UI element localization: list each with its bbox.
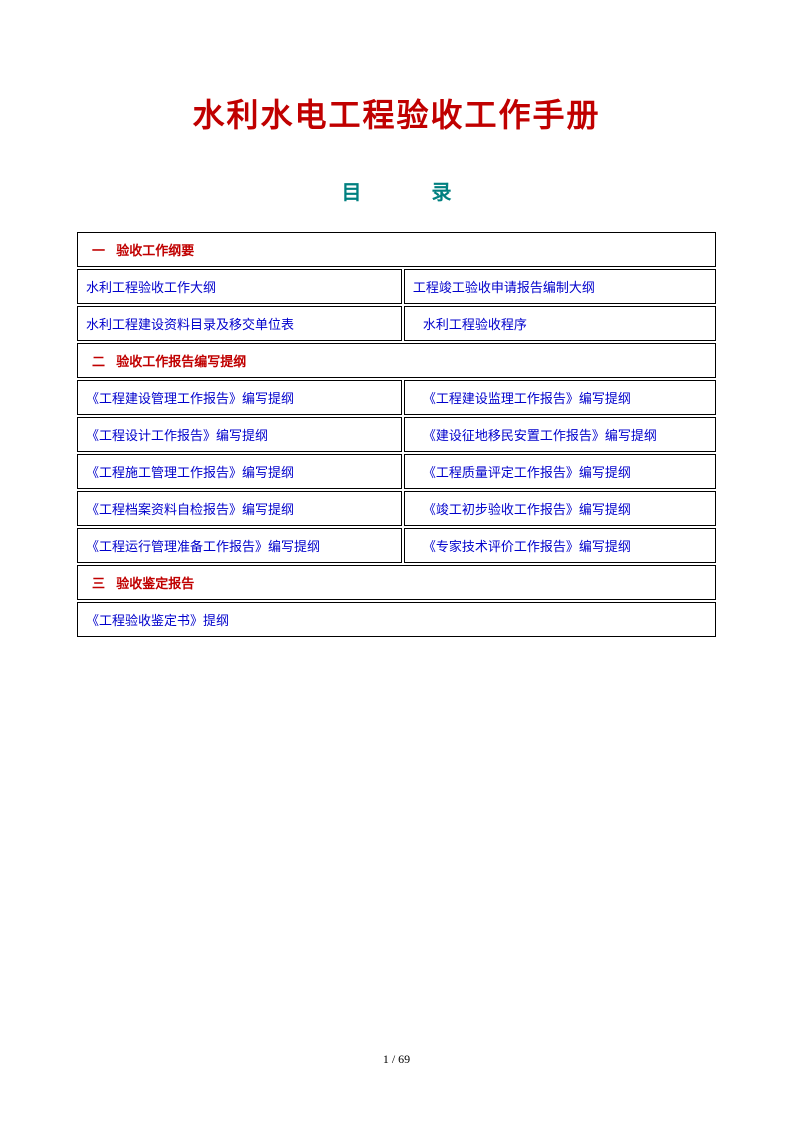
table-row: 《工程档案资料自检报告》编写提纲 《竣工初步验收工作报告》编写提纲 — [77, 491, 716, 526]
table-row: 水利工程建设资料目录及移交单位表 水利工程验收程序 — [77, 306, 716, 341]
section-2-header: 二 验收工作报告编写提纲 — [77, 343, 716, 378]
page-number: 1 / 69 — [0, 1052, 793, 1067]
section-1-num: 一 — [92, 240, 105, 259]
section-row: 三 验收鉴定报告 — [77, 565, 716, 600]
toc-link[interactable]: 《竣工初步验收工作报告》编写提纲 — [404, 491, 716, 526]
table-row: 《工程验收鉴定书》提纲 — [77, 602, 716, 637]
table-row: 《工程设计工作报告》编写提纲 《建设征地移民安置工作报告》编写提纲 — [77, 417, 716, 452]
toc-link[interactable]: 《工程验收鉴定书》提纲 — [77, 602, 716, 637]
toc-link[interactable]: 《工程档案资料自检报告》编写提纲 — [77, 491, 402, 526]
table-row: 《工程建设管理工作报告》编写提纲 《工程建设监理工作报告》编写提纲 — [77, 380, 716, 415]
toc-mu: 目 — [342, 176, 362, 205]
section-2-num: 二 — [92, 351, 105, 370]
section-1-label: 验收工作纲要 — [116, 243, 194, 258]
toc-heading: 目 录 — [75, 176, 718, 205]
section-row: 一 验收工作纲要 — [77, 232, 716, 267]
toc-link[interactable]: 《建设征地移民安置工作报告》编写提纲 — [404, 417, 716, 452]
toc-link[interactable]: 《工程建设监理工作报告》编写提纲 — [404, 380, 716, 415]
toc-link[interactable]: 《专家技术评价工作报告》编写提纲 — [404, 528, 716, 563]
toc-link[interactable]: 《工程建设管理工作报告》编写提纲 — [77, 380, 402, 415]
toc-link[interactable]: 《工程施工管理工作报告》编写提纲 — [77, 454, 402, 489]
page-title: 水利水电工程验收工作手册 — [75, 90, 718, 136]
toc-link[interactable]: 《工程质量评定工作报告》编写提纲 — [404, 454, 716, 489]
section-1-header: 一 验收工作纲要 — [77, 232, 716, 267]
toc-link[interactable]: 《工程运行管理准备工作报告》编写提纲 — [77, 528, 402, 563]
section-3-label: 验收鉴定报告 — [116, 576, 194, 591]
toc-lu: 录 — [432, 176, 452, 205]
toc-link[interactable]: 水利工程验收工作大纲 — [77, 269, 402, 304]
toc-link[interactable]: 《工程设计工作报告》编写提纲 — [77, 417, 402, 452]
section-3-num: 三 — [92, 573, 105, 592]
toc-link[interactable]: 水利工程验收程序 — [404, 306, 716, 341]
toc-link[interactable]: 水利工程建设资料目录及移交单位表 — [77, 306, 402, 341]
toc-table: 一 验收工作纲要 水利工程验收工作大纲 工程竣工验收申请报告编制大纲 水利工程建… — [75, 230, 718, 639]
table-row: 水利工程验收工作大纲 工程竣工验收申请报告编制大纲 — [77, 269, 716, 304]
section-3-header: 三 验收鉴定报告 — [77, 565, 716, 600]
toc-link[interactable]: 工程竣工验收申请报告编制大纲 — [404, 269, 716, 304]
table-row: 《工程施工管理工作报告》编写提纲 《工程质量评定工作报告》编写提纲 — [77, 454, 716, 489]
section-2-label: 验收工作报告编写提纲 — [116, 354, 246, 369]
table-row: 《工程运行管理准备工作报告》编写提纲 《专家技术评价工作报告》编写提纲 — [77, 528, 716, 563]
section-row: 二 验收工作报告编写提纲 — [77, 343, 716, 378]
